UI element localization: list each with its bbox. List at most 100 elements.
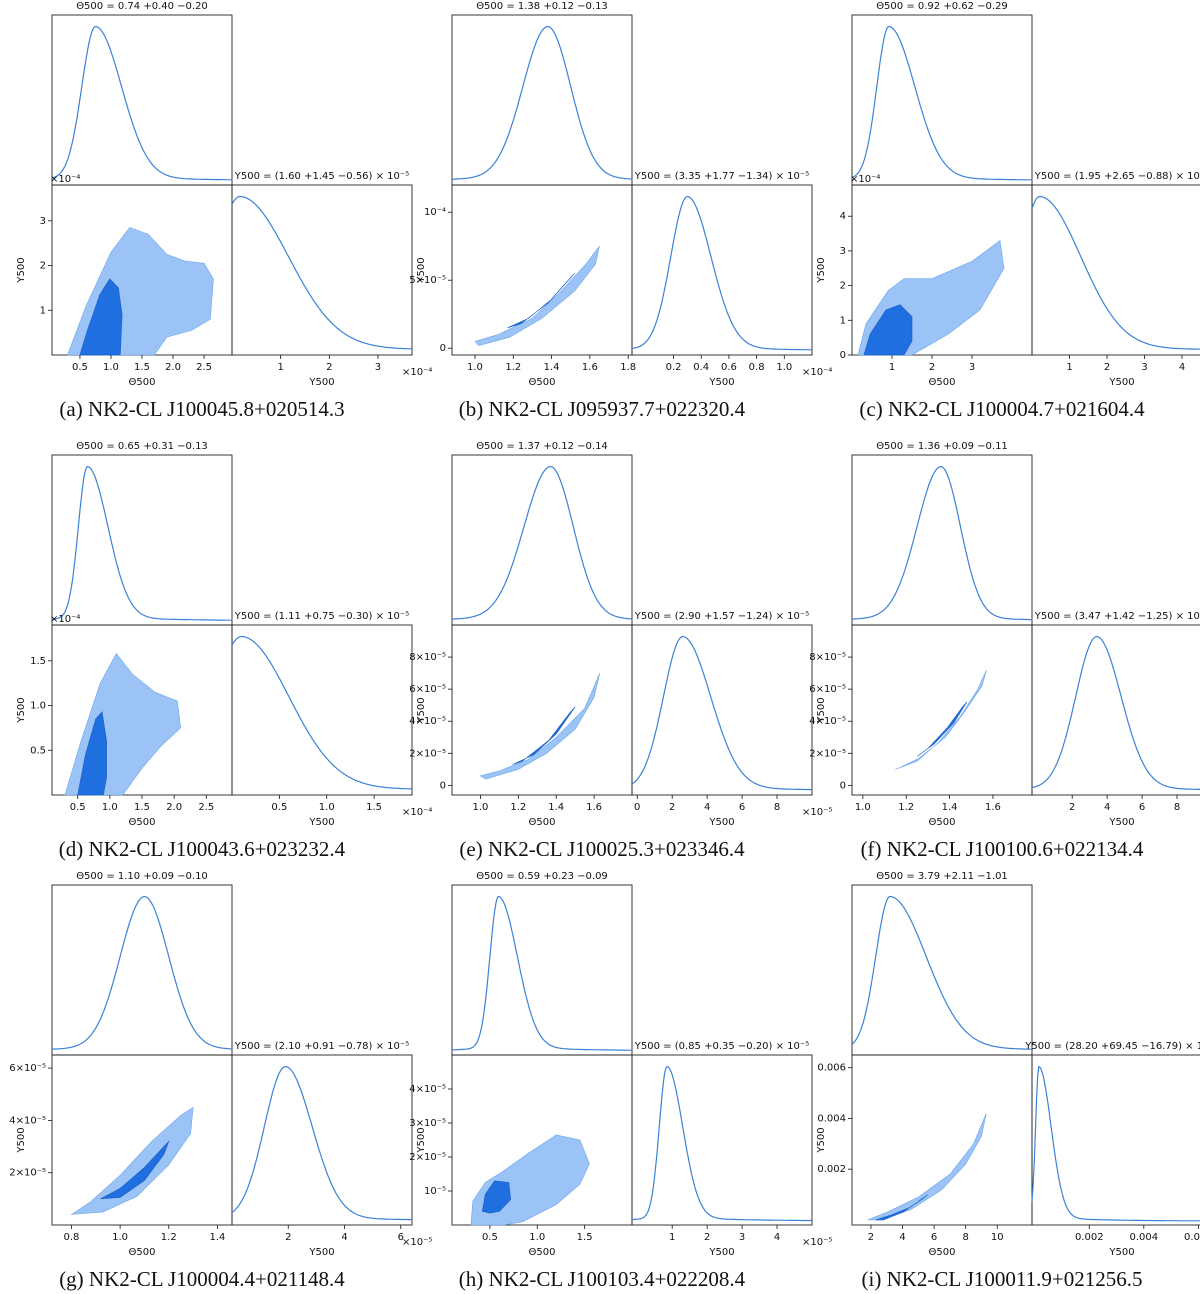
y-marginal-axis-tick-label: 0.2 bbox=[666, 362, 682, 373]
y-axis-label: Y500 bbox=[416, 1127, 427, 1153]
y-axis-label: Y500 bbox=[816, 1127, 827, 1153]
y-axis-tick-label: 0.5 bbox=[30, 745, 46, 756]
theta-axis-tick-label: 1.6 bbox=[985, 802, 1001, 813]
pdf-curve bbox=[51, 25, 232, 181]
y-axis-tick-label: 2 bbox=[840, 281, 846, 292]
panel-caption: (g) NK2-CL J100004.4+021148.4 bbox=[59, 1267, 345, 1291]
theta-axis-tick-label: 1.4 bbox=[544, 362, 560, 373]
y-axis-label: Y500 bbox=[16, 697, 27, 723]
theta-axis-label: Θ500 bbox=[929, 817, 956, 828]
corner-panel-e: Θ500 = 1.37 +0.12 −0.141.0 1.2 1.4 1.602×10… bbox=[409, 441, 832, 828]
y-marginal-axis-tick-label: 0 bbox=[634, 802, 640, 813]
pdf-curve bbox=[1031, 195, 1200, 350]
y-axis-label: Y500 bbox=[816, 697, 827, 723]
y-marginal-axis-tick-label: 6 bbox=[739, 802, 745, 813]
y-marginal-axes bbox=[231, 184, 413, 356]
theta-marginal-axes bbox=[451, 884, 633, 1056]
y-marginal-axis-tick-label: 0.006 bbox=[1184, 1232, 1200, 1243]
theta-axis-tick-label: 1.4 bbox=[942, 802, 958, 813]
theta-title: Θ500 = 1.37 +0.12 −0.14 bbox=[476, 441, 608, 452]
theta-marginal-axes bbox=[851, 454, 1033, 626]
theta-axis-tick-label: 0.8 bbox=[64, 1232, 80, 1243]
theta-axis-tick-label: 1.6 bbox=[586, 802, 602, 813]
y-axis-label: Y500 bbox=[16, 1127, 27, 1153]
joint-axes bbox=[851, 624, 1033, 796]
y-axis-tick-label: 3 bbox=[40, 216, 46, 227]
y-axis-tick-label: 1 bbox=[40, 305, 46, 316]
pdf-curve bbox=[631, 195, 812, 351]
contour-68 bbox=[863, 304, 913, 356]
y-marginal-axis-label: Y500 bbox=[1108, 1247, 1134, 1258]
y-axis-tick-label: 4×10⁻⁵ bbox=[409, 716, 446, 727]
y-axis-tick-label: 2×10⁻⁵ bbox=[409, 1152, 446, 1163]
contour-95 bbox=[867, 1113, 987, 1221]
y-axis-tick-label: 3×10⁻⁵ bbox=[409, 1118, 446, 1129]
theta-axis-tick-label: 1.5 bbox=[134, 802, 150, 813]
y-marginal-axis-tick-label: 1 bbox=[669, 1232, 675, 1243]
contour-68 bbox=[507, 273, 575, 329]
pdf-curve bbox=[451, 466, 633, 620]
theta-axis-label: Θ500 bbox=[129, 1247, 156, 1258]
theta-axis-tick-label: 1.4 bbox=[209, 1232, 225, 1243]
y-marginal-axis-tick-label: 2 bbox=[326, 362, 332, 373]
y-marginal-axis-label: Y500 bbox=[1108, 377, 1134, 388]
y-marginal-axis-tick-label: 6 bbox=[1139, 802, 1145, 813]
pdf-curve bbox=[851, 465, 1032, 621]
y-title: Y500 = (28.20 +69.45 −16.79) × 10⁻⁵ bbox=[1024, 1041, 1200, 1052]
theta-axis-tick-label: 1.6 bbox=[582, 362, 598, 373]
y-title: Y500 = (0.85 +0.35 −0.20) × 10⁻⁵ bbox=[634, 1041, 809, 1052]
y-marginal-axis-tick-label: 3 bbox=[1141, 362, 1147, 373]
y-marginal-axis-tick-label: 1 bbox=[1066, 362, 1072, 373]
y-marginal-exponent: ×10⁻⁵ bbox=[802, 1237, 832, 1248]
theta-axis-tick-label: 10 bbox=[991, 1232, 1004, 1243]
theta-title: Θ500 = 1.36 +0.09 −0.11 bbox=[876, 441, 1008, 452]
y-axis-tick-label: 2×10⁻⁵ bbox=[409, 748, 446, 759]
y-axis-tick-label: 6×10⁻⁵ bbox=[9, 1063, 46, 1074]
y-marginal-axis-tick-label: 8 bbox=[1174, 802, 1180, 813]
corner-panel-a: Θ500 = 0.74 +0.40 −0.20 0.5 1.0 1.5 2.0 2.5 1 2… bbox=[16, 1, 432, 388]
y-marginal-axes bbox=[1031, 1054, 1200, 1226]
y-axis-tick-label: 0 bbox=[440, 780, 446, 791]
theta-axis-tick-label: 1 bbox=[889, 362, 895, 373]
y-marginal-axis-tick-label: 0.5 bbox=[271, 802, 287, 813]
y-title: Y500 = (2.90 +1.57 −1.24) × 10⁻⁵ bbox=[634, 611, 809, 622]
contour-95 bbox=[70, 1106, 194, 1215]
y-marginal-exponent: ×10⁻⁴ bbox=[402, 807, 432, 818]
y-marginal-axis-tick-label: 0.002 bbox=[1075, 1232, 1104, 1243]
y-axis-tick-label: 5×10⁻⁵ bbox=[409, 275, 446, 286]
theta-axis-label: Θ500 bbox=[129, 377, 156, 388]
theta-axis-label: Θ500 bbox=[129, 817, 156, 828]
theta-marginal-axes bbox=[51, 884, 233, 1056]
theta-axis-tick-label: 2.5 bbox=[198, 802, 214, 813]
theta-axis-tick-label: 1.0 bbox=[855, 802, 871, 813]
theta-axis-label: Θ500 bbox=[529, 817, 556, 828]
y-axis-tick-label: 0.004 bbox=[817, 1113, 846, 1124]
y-axis-label: Y500 bbox=[816, 257, 827, 283]
y-axis-tick-label: 0 bbox=[440, 343, 446, 354]
y-axis-tick-label: 0.002 bbox=[817, 1164, 846, 1175]
y-marginal-axis-label: Y500 bbox=[1108, 817, 1134, 828]
corner-panel-c: Θ500 = 0.92 +0.62 −0.29 1 2 3 0 1 2 3 4 ×10⁻⁴ Θ500… bbox=[816, 1, 1200, 388]
pdf-curve bbox=[631, 1065, 813, 1222]
theta-axis-tick-label: 4 bbox=[899, 1232, 905, 1243]
corner-panel-d: Θ500 = 0.65 +0.31 −0.13 0.5 1.0 1.5 2.0 2.5 0.… bbox=[16, 441, 432, 828]
pdf-curve bbox=[452, 25, 632, 180]
theta-axis-tick-label: 8 bbox=[962, 1232, 968, 1243]
theta-axis-tick-label: 1.4 bbox=[548, 802, 564, 813]
contour-68 bbox=[79, 278, 123, 356]
panel-caption: (d) NK2-CL J100043.6+023232.4 bbox=[58, 837, 346, 861]
contour-95 bbox=[474, 246, 600, 346]
panel-caption: (c) NK2-CL J100004.7+021604.4 bbox=[859, 397, 1145, 421]
theta-axis-tick-label: 1.0 bbox=[103, 362, 119, 373]
contour-95 bbox=[479, 672, 601, 780]
y-marginal-axes bbox=[1031, 184, 1200, 356]
y-axis-tick-label: 0.006 bbox=[817, 1063, 846, 1074]
theta-axis-tick-label: 0.5 bbox=[72, 362, 88, 373]
y-marginal-axes bbox=[631, 624, 813, 796]
y-axis-tick-label: 2×10⁻⁵ bbox=[9, 1168, 46, 1179]
contour-68 bbox=[100, 1141, 170, 1200]
y-marginal-axis-label: Y500 bbox=[308, 817, 334, 828]
y-axis-offset: ×10⁻⁴ bbox=[850, 174, 880, 185]
theta-marginal-axes bbox=[51, 454, 233, 626]
